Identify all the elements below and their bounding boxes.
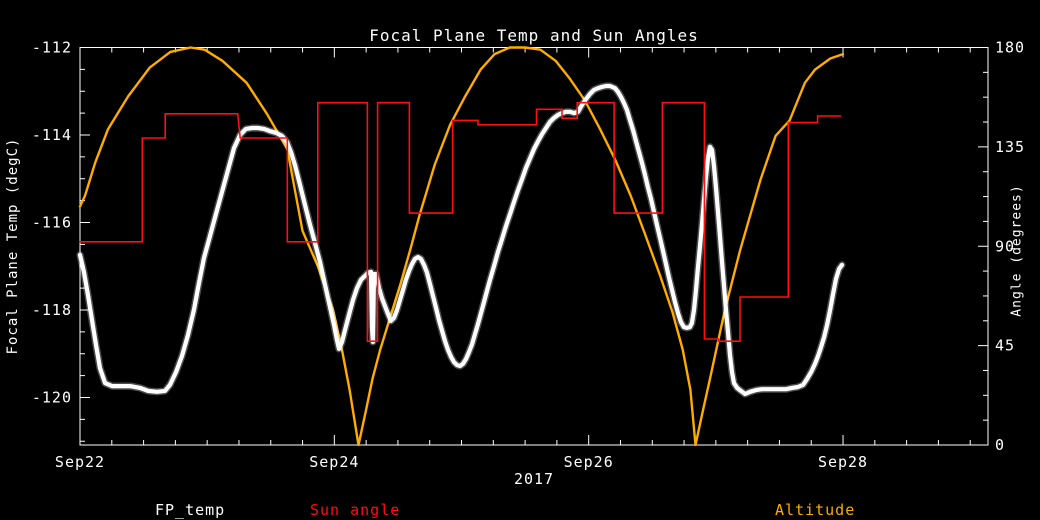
y-left-tick-label: -120 [32, 388, 72, 406]
x-tick-label: Sep24 [309, 453, 359, 471]
y-left-tick-label: -112 [32, 39, 72, 57]
chart-title: Focal Plane Temp and Sun Angles [369, 26, 699, 45]
legend-fp-temp: FP_temp [155, 501, 226, 519]
x-tick-label: Sep26 [564, 453, 614, 471]
x-axis-title: 2017 [513, 470, 555, 488]
y-right-tick-label: 135 [995, 138, 1025, 156]
y-left-tick-label: -114 [32, 126, 72, 144]
series-altitude [78, 46, 845, 447]
y-left-tick-label: -116 [32, 213, 72, 231]
legend-altitude: Altitude [775, 501, 856, 519]
y-right-tick-label: 90 [995, 237, 1015, 255]
x-tick-label: Sep28 [818, 453, 868, 471]
series-sun-angle [79, 101, 842, 342]
y-right-tick-label: 0 [995, 436, 1005, 454]
series-fp_temp [77, 83, 845, 397]
y-right-axis-title: Angle (degrees) [1009, 184, 1025, 317]
y-right-tick-label: 180 [995, 39, 1025, 57]
legend-sun-angle: Sun angle [310, 501, 401, 519]
y-left-tick-label: -118 [32, 301, 72, 319]
x-tick-label: Sep22 [55, 453, 105, 471]
plot-frame [79, 47, 989, 446]
y-right-tick-label: 45 [995, 337, 1015, 355]
y-left-axis-title: Focal Plane Temp (degC) [5, 137, 21, 355]
